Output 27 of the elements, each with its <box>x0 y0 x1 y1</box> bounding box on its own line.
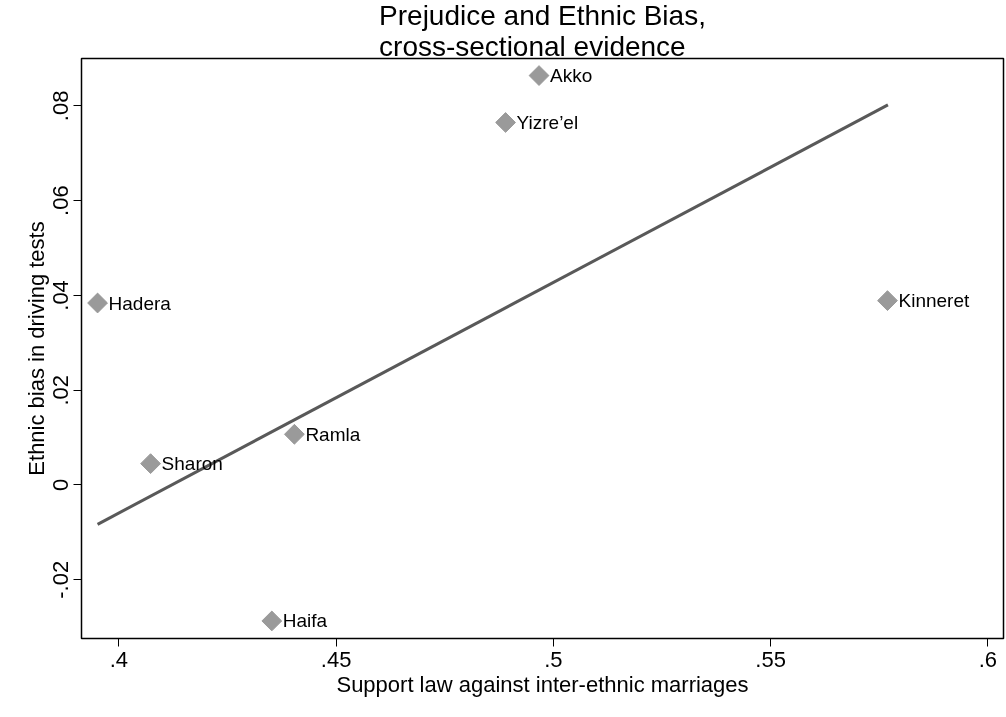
point <box>495 112 516 133</box>
y-tick-label: 0 <box>48 478 74 492</box>
y-tick-label: .06 <box>48 185 74 216</box>
point <box>284 423 305 445</box>
x-tick-label: .45 <box>320 646 352 672</box>
point <box>261 610 283 632</box>
data-label: Yizre’el <box>516 111 579 133</box>
y-tick-label: -.02 <box>48 560 74 599</box>
data-label: Kinneret <box>898 290 970 312</box>
chart-title: Prejudice and Ethnic Bias, cross-sectional evidence <box>379 0 706 62</box>
point <box>528 65 550 86</box>
point <box>87 292 108 314</box>
x-tick-label: .6 <box>978 646 998 672</box>
data-label: Ramla <box>305 423 361 445</box>
point <box>140 453 161 475</box>
x-tick-label: .5 <box>544 646 563 672</box>
data-label: Haifa <box>282 610 328 632</box>
x-axis-title: Support law against inter-ethnic marriages <box>336 671 749 697</box>
data-label: Akko <box>550 65 593 87</box>
data-label: Hadera <box>108 292 172 314</box>
point <box>877 290 898 312</box>
y-tick-label: .02 <box>48 374 74 406</box>
y-tick-label: .08 <box>48 90 74 122</box>
y-axis-title: Ethnic bias in driving tests <box>23 221 49 476</box>
x-tick-label: .55 <box>755 646 786 672</box>
y-tick-label: .04 <box>48 280 74 311</box>
x-tick-label: .4 <box>109 646 129 672</box>
